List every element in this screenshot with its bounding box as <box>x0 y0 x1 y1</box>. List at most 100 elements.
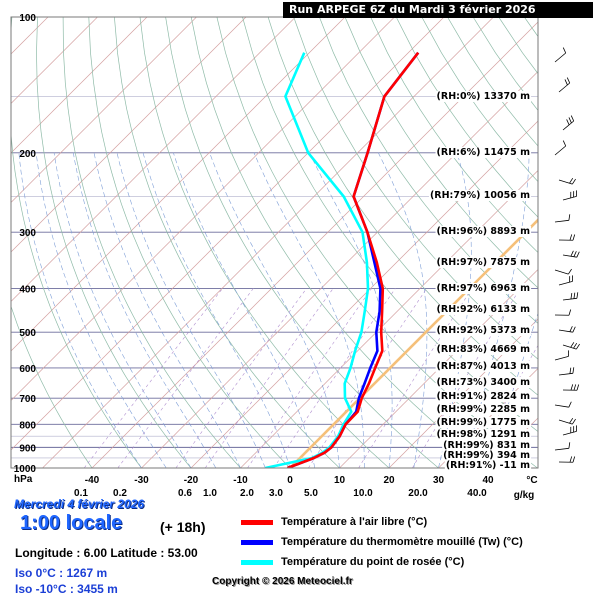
mixing-ratio-tick-label: 20.0 <box>408 488 428 499</box>
wind-barb-flag <box>570 384 574 391</box>
dry-adiabat <box>88 17 291 468</box>
legend-label: Température du point de rosée (°C) <box>281 556 465 568</box>
level-label-bg <box>435 417 532 428</box>
temperature-tick-label: -30 <box>134 475 149 486</box>
isotherm <box>537 467 538 468</box>
wind-barb-flag <box>572 456 576 463</box>
wind-barb-staff <box>562 120 574 131</box>
level-label-bg <box>435 429 532 440</box>
wind-barb-staff <box>562 430 577 436</box>
level-label-bg <box>435 377 532 388</box>
wind-barb-flag <box>576 251 580 258</box>
wind-barb-flag <box>572 178 576 185</box>
wind-barb-flag <box>573 342 578 349</box>
wind-barb-flag <box>566 119 570 126</box>
dry-adiabat <box>550 17 595 468</box>
wind-barb-flag <box>569 417 574 424</box>
wind-barb-staff <box>558 82 570 93</box>
dry-adiabat <box>11 305 93 468</box>
moist-adiabat <box>35 152 167 468</box>
level-label: (RH:91%) 2824 m <box>437 391 531 402</box>
level-label-bg <box>435 226 532 237</box>
isotherm <box>11 17 395 401</box>
level-label-bg <box>435 344 532 355</box>
wind-barb-flag <box>572 326 576 333</box>
level-label: (RH:98%) 1291 m <box>437 429 531 440</box>
pressure-tick-label: 400 <box>19 285 36 296</box>
wind-barb-flag <box>572 234 576 241</box>
forecast-offset: (+ 18h) <box>160 519 206 535</box>
wind-barb-flag <box>570 115 575 122</box>
wind-barb-flag <box>576 292 579 299</box>
legend-label: Température du thermomètre mouillé (Tw) … <box>281 536 523 548</box>
wind-barb <box>562 384 580 391</box>
level-label-bg <box>435 147 532 158</box>
wind-barb-flag <box>568 214 571 221</box>
wind-barb-staff <box>558 372 573 376</box>
wind-barb-flag <box>569 326 573 332</box>
wind-barb-staff <box>558 280 573 286</box>
wind-barb <box>558 367 575 376</box>
sounding-series <box>265 51 420 468</box>
wind-barb-flag <box>572 418 576 425</box>
level-label-bg <box>444 460 532 471</box>
wind-barb <box>562 250 580 258</box>
level-label-bg <box>428 190 532 201</box>
level-label: (RH:73%) 3400 m <box>437 377 531 388</box>
pressure-tick-label: 700 <box>19 394 36 405</box>
wind-barb-staff <box>558 179 573 185</box>
mixing-ratio-tick-label: 3.0 <box>269 488 283 499</box>
wind-barb-flag <box>573 384 577 391</box>
moist-adiabat <box>18 152 142 468</box>
wind-barb-flag <box>562 47 567 54</box>
wind-barb <box>558 456 576 463</box>
wind-barb-flag <box>572 367 575 374</box>
mixing-ratio-line <box>247 288 372 468</box>
moist-adiabat <box>209 152 340 468</box>
moist-adiabat <box>378 152 428 468</box>
wind-barb-flag <box>573 251 577 257</box>
wind-barb <box>554 401 572 408</box>
wind-barb <box>562 342 580 350</box>
temperature-tick-label: -10 <box>233 475 248 486</box>
run-title: Run ARPEGE 6Z du Mardi 3 février 2026 <box>283 2 593 18</box>
wind-barb <box>558 77 571 93</box>
mixing-ratio-line <box>358 288 473 468</box>
wind-barb-staff <box>562 195 577 201</box>
moist-adiabat <box>93 152 241 468</box>
mixing-ratio-tick-label: 0.6 <box>178 488 192 499</box>
level-label: (RH:91%) -11 m <box>446 460 530 471</box>
copyright: Copyright © 2026 Meteociel.fr <box>212 576 353 587</box>
level-label: (RH:96%) 8893 m <box>437 226 531 237</box>
temperature-tick-label: 10 <box>334 475 346 486</box>
isotherm <box>11 17 296 302</box>
forecast-date: Mercredi 4 février 2026 <box>14 497 145 511</box>
pressure-tick-label: 1000 <box>14 464 37 475</box>
dry-adiabat <box>11 17 142 468</box>
wind-barb-flag <box>573 292 576 299</box>
pressure-tick-label: 600 <box>19 364 36 375</box>
dry-adiabat <box>114 17 340 468</box>
mixing-ratio-line <box>175 288 307 468</box>
wind-barb <box>558 417 576 425</box>
moist-adiabat <box>116 152 266 468</box>
level-label-bg <box>435 391 532 402</box>
temperature-unit-label: °C <box>526 475 537 486</box>
moist-adiabat <box>142 152 291 468</box>
wind-barb-flag <box>570 342 575 348</box>
wind-barb <box>562 115 575 131</box>
isotherm <box>141 71 538 468</box>
wind-barb-flag <box>568 401 572 408</box>
pressure-tick-label: 900 <box>19 443 36 454</box>
level-label: (RH:97%) 7875 m <box>437 257 531 268</box>
temperature-tick-label: 30 <box>433 475 445 486</box>
wind-barb <box>558 326 576 333</box>
dry-adiabat <box>62 17 241 468</box>
mixing-ratio-tick-label: 2.0 <box>240 488 254 499</box>
legend-swatch <box>241 519 273 525</box>
level-label: (RH:79%) 10056 m <box>430 190 530 201</box>
wind-barb-flag <box>576 384 580 391</box>
moist-adiabat <box>53 152 192 468</box>
